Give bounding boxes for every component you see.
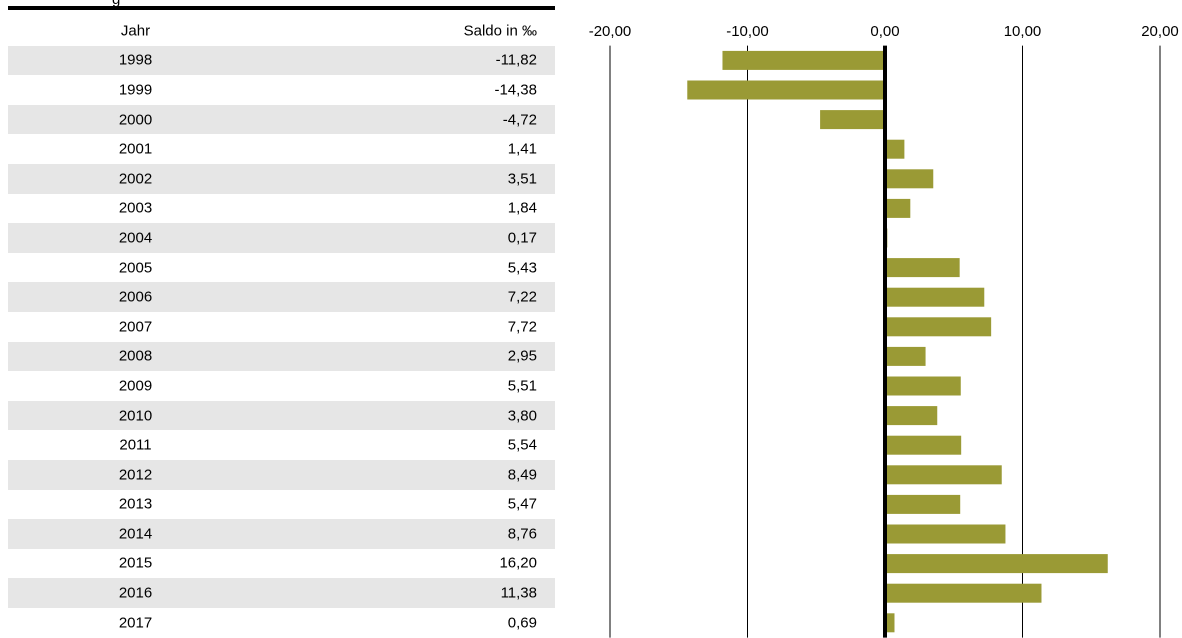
table-row: 1998 -11,82 <box>8 45 555 76</box>
year-cell: 2003 <box>118 199 153 217</box>
year-cell: 2001 <box>118 140 153 158</box>
saldo-cell: 5,43 <box>507 259 537 277</box>
bar <box>885 613 895 633</box>
year-cell: 2016 <box>118 584 153 602</box>
table-row: 2002 3,51 <box>8 163 555 194</box>
data-table: Jahr Saldo in ‰ 1998 -11,82 1999 -14,38 2000… <box>8 16 555 637</box>
bar <box>820 110 885 130</box>
column-header-year: Jahr <box>120 22 151 40</box>
bar <box>885 435 962 455</box>
table-row: 2012 8,49 <box>8 459 555 490</box>
table-row: 2005 5,43 <box>8 253 555 283</box>
bar <box>885 406 938 426</box>
bar <box>885 465 1002 485</box>
table-row: 2008 2,95 <box>8 341 555 372</box>
saldo-cell: 11,38 <box>500 584 537 602</box>
year-cell: 2010 <box>118 407 153 425</box>
bar <box>885 554 1108 574</box>
saldo-cell: -14,38 <box>494 81 537 99</box>
bar <box>885 317 992 337</box>
bar <box>885 524 1006 544</box>
bar <box>885 346 926 366</box>
table-row: 2010 3,80 <box>8 400 555 431</box>
year-cell: 2011 <box>119 436 152 454</box>
year-cell: 2000 <box>118 111 153 129</box>
x-tick-label: -20,00 <box>589 23 632 40</box>
x-tick-label: 0,00 <box>870 23 899 40</box>
table-row: 2003 1,84 <box>8 194 555 224</box>
saldo-cell: 7,22 <box>507 288 537 306</box>
bar <box>885 494 961 514</box>
table-row: 2000 -4,72 <box>8 104 555 135</box>
table-row: 2001 1,41 <box>8 134 555 164</box>
year-cell: 2002 <box>118 170 153 188</box>
table-row: 2009 5,51 <box>8 371 555 401</box>
cropped-title-fragment: g <box>112 0 152 6</box>
table-row: 2007 7,72 <box>8 312 555 342</box>
x-tick-label: -10,00 <box>726 23 769 40</box>
table-row: 2017 0,69 <box>8 608 555 638</box>
table-row: 1999 -14,38 <box>8 75 555 105</box>
year-cell: 2007 <box>118 318 153 336</box>
saldo-cell: 16,20 <box>499 554 537 572</box>
saldo-cell: 3,80 <box>507 407 537 425</box>
table-row: 2006 7,22 <box>8 282 555 312</box>
year-cell: 2013 <box>118 495 153 513</box>
table-row: 2014 8,76 <box>8 519 555 549</box>
bar <box>885 139 905 159</box>
saldo-cell: 3,51 <box>507 170 537 188</box>
table-row: 2016 11,38 <box>8 578 555 608</box>
bar <box>885 258 960 278</box>
year-cell: 2009 <box>118 377 153 395</box>
year-cell: 1999 <box>118 81 153 99</box>
table-row: 2015 16,20 <box>8 549 555 579</box>
saldo-cell: 5,54 <box>507 436 537 454</box>
saldo-cell: 5,51 <box>507 377 537 395</box>
year-cell: 2014 <box>118 525 153 543</box>
saldo-cell: 5,47 <box>507 495 537 513</box>
x-tick-label: 10,00 <box>1004 23 1042 40</box>
year-cell: 2005 <box>118 259 153 277</box>
x-tick-label: 20,00 <box>1141 23 1179 40</box>
bar <box>885 169 934 189</box>
saldo-cell: 0,17 <box>507 229 537 247</box>
bar <box>885 376 961 396</box>
year-cell: 2017 <box>118 614 153 632</box>
bar <box>885 198 911 218</box>
saldo-cell: 0,69 <box>507 614 537 632</box>
year-cell: 2008 <box>118 347 153 365</box>
table-body: 1998 -11,82 1999 -14,38 2000 -4,72 2001 1,41 200… <box>8 45 555 638</box>
saldo-cell: 1,41 <box>507 140 537 158</box>
table-row: 2004 0,17 <box>8 223 555 253</box>
bar <box>885 583 1042 603</box>
saldo-cell: 1,84 <box>507 199 537 217</box>
table-top-rule <box>8 6 555 10</box>
year-cell: 2012 <box>118 466 153 484</box>
saldo-cell: 8,76 <box>507 525 537 543</box>
saldo-cell: -4,72 <box>502 111 537 129</box>
table-row: 2011 5,54 <box>8 430 555 460</box>
column-header-saldo: Saldo in ‰ <box>463 22 537 40</box>
year-cell: 2004 <box>118 229 153 247</box>
saldo-cell: 8,49 <box>507 466 537 484</box>
bar <box>722 50 885 70</box>
year-cell: 1998 <box>118 51 153 69</box>
bar <box>885 287 985 307</box>
saldo-cell: 7,72 <box>507 318 537 336</box>
bar <box>687 80 885 100</box>
year-cell: 2015 <box>118 554 153 572</box>
year-cell: 2006 <box>118 288 153 306</box>
table-header-row: Jahr Saldo in ‰ <box>8 16 555 46</box>
saldo-cell: 2,95 <box>507 347 537 365</box>
saldo-cell: -11,82 <box>495 51 537 69</box>
table-row: 2013 5,47 <box>8 490 555 520</box>
